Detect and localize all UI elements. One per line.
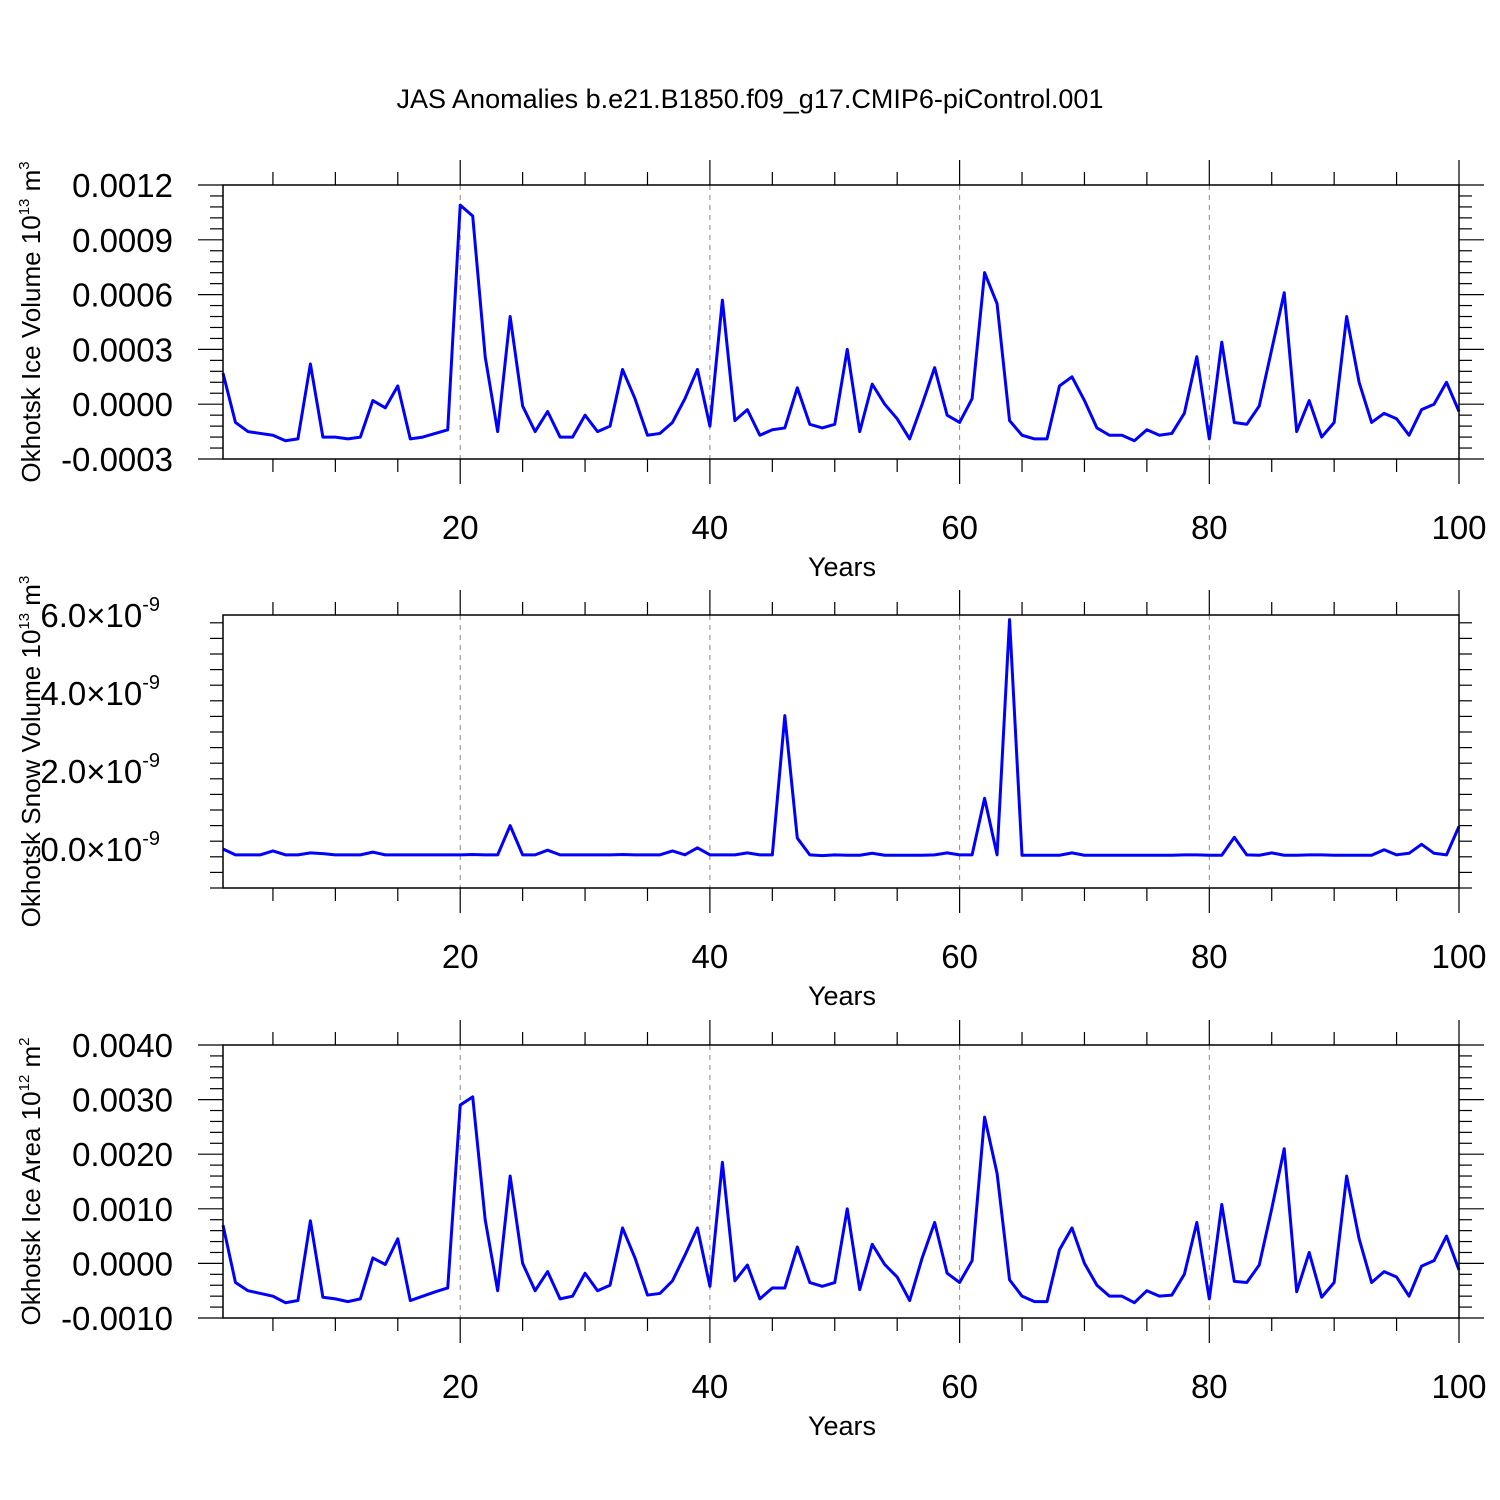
xtick-label: 100 xyxy=(1431,1368,1486,1405)
ytick-mantissa: 2.0 xyxy=(40,753,86,790)
ytick-mantissa: 6.0 xyxy=(40,597,86,634)
ytick-times: ×10 xyxy=(86,675,142,712)
ylabel-unit: m xyxy=(16,170,46,199)
ylabel-exponent: 12 xyxy=(16,1075,33,1092)
ylabel-text: Okhotsk Snow Volume 10 xyxy=(16,630,46,928)
ytick-label: 0.0009 xyxy=(72,222,173,259)
panel-snow-volume: 6.0×10-94.0×10-92.0×10-90.0×10-9 20 40 60 8… xyxy=(16,576,1487,1011)
ytick-label: 0.0×10-9 xyxy=(40,828,160,868)
panel-ice-area-xlabel: Years xyxy=(808,1411,876,1441)
panel-ice-volume: 0.0012 0.0009 0.0006 0.0003 0.0000 -0.0003 20… xyxy=(16,160,1487,582)
ytick-label: 6.0×10-9 xyxy=(40,594,160,634)
xtick-label: 40 xyxy=(692,509,729,546)
ytick-label: -0.0003 xyxy=(61,441,173,478)
xtick-label: 80 xyxy=(1191,1368,1228,1405)
panel-ice-area-ylabel: Okhotsk Ice Area 1012 m2 xyxy=(16,1037,46,1325)
ytick-times: ×10 xyxy=(86,597,142,634)
panel-snow-volume-ytick-labels: 6.0×10-94.0×10-92.0×10-90.0×10-9 xyxy=(40,594,160,868)
panel-snow-volume-xtick-labels: 20 40 60 80 100 xyxy=(442,938,1487,975)
xtick-label: 60 xyxy=(941,1368,978,1405)
ytick-label: 4.0×10-9 xyxy=(40,672,160,712)
xtick-label: 60 xyxy=(941,938,978,975)
ylabel-exponent: 13 xyxy=(16,613,33,630)
ylabel-unit: m xyxy=(16,584,46,613)
ytick-mantissa: 4.0 xyxy=(40,675,86,712)
ytick-label: 0.0006 xyxy=(72,277,173,314)
ytick-label: -0.0010 xyxy=(61,1300,173,1337)
panel-ice-volume-frame xyxy=(222,184,1460,460)
ylabel-unit-exponent: 3 xyxy=(16,576,33,584)
panel-snow-volume-ticks xyxy=(210,590,1472,913)
panel-ice-area-ytick-labels: 0.0040 0.0030 0.0020 0.0010 0.0000 -0.0010 xyxy=(61,1027,173,1337)
xtick-label: 20 xyxy=(442,938,479,975)
ytick-exponent: -9 xyxy=(142,828,160,850)
ytick-label: 0.0030 xyxy=(72,1082,173,1119)
xtick-label: 100 xyxy=(1431,509,1486,546)
chart-title: JAS Anomalies b.e21.B1850.f09_g17.CMIP6-… xyxy=(396,84,1104,114)
panel-snow-volume-frame xyxy=(222,614,1460,889)
snow-volume-series-line xyxy=(222,618,1461,858)
xtick-label: 80 xyxy=(1191,509,1228,546)
xtick-label: 60 xyxy=(941,509,978,546)
panel-snow-volume-xlabel: Years xyxy=(808,981,876,1011)
panel-snow-volume-grid xyxy=(459,615,1210,888)
ylabel-unit-exponent: 3 xyxy=(16,161,33,169)
panel-ice-volume-ylabel: Okhotsk Ice Volume 1013 m3 xyxy=(16,161,46,482)
ytick-label: 0.0040 xyxy=(72,1027,173,1064)
ytick-exponent: -9 xyxy=(142,594,160,616)
ytick-times: ×10 xyxy=(86,753,142,790)
ytick-label: 0.0020 xyxy=(72,1136,173,1173)
panel-ice-area-xtick-labels: 20 40 60 80 100 xyxy=(442,1368,1487,1405)
ytick-label: 0.0000 xyxy=(72,386,173,423)
panel-snow-volume-ylabel: Okhotsk Snow Volume 1013 m3 xyxy=(16,576,46,928)
xtick-label: 100 xyxy=(1431,938,1486,975)
panel-ice-area-frame xyxy=(222,1044,1460,1319)
ylabel-unit-exponent: 2 xyxy=(16,1037,33,1045)
ytick-label: 0.0010 xyxy=(72,1191,173,1228)
ytick-label: 0.0012 xyxy=(72,167,173,204)
ylabel-text: Okhotsk Ice Volume 10 xyxy=(16,215,46,482)
xtick-label: 40 xyxy=(692,938,729,975)
ytick-mantissa: 0.0 xyxy=(40,831,86,868)
panel-ice-volume-xtick-labels: 20 40 60 80 100 xyxy=(442,509,1487,546)
xtick-label: 40 xyxy=(692,1368,729,1405)
panel-ice-volume-ytick-labels: 0.0012 0.0009 0.0006 0.0003 0.0000 -0.0003 xyxy=(61,167,173,478)
ytick-exponent: -9 xyxy=(142,672,160,694)
ytick-label: 2.0×10-9 xyxy=(40,750,160,790)
xtick-label: 20 xyxy=(442,509,479,546)
panel-ice-volume-ticks xyxy=(198,160,1484,484)
panel-ice-volume-xlabel: Years xyxy=(808,552,876,582)
ytick-exponent: -9 xyxy=(142,750,160,772)
ytick-times: ×10 xyxy=(86,831,142,868)
ytick-label: 0.0003 xyxy=(72,331,173,368)
panel-ice-area-ticks xyxy=(198,1020,1484,1343)
xtick-label: 80 xyxy=(1191,938,1228,975)
ytick-label: 0.0000 xyxy=(72,1245,173,1282)
ylabel-exponent: 13 xyxy=(16,199,33,216)
xtick-label: 20 xyxy=(442,1368,479,1405)
ylabel-unit: m xyxy=(16,1046,46,1075)
ice-area-series-line xyxy=(221,1095,1461,1305)
ice-volume-series-line xyxy=(221,203,1461,443)
ylabel-text: Okhotsk Ice Area 10 xyxy=(16,1091,46,1325)
